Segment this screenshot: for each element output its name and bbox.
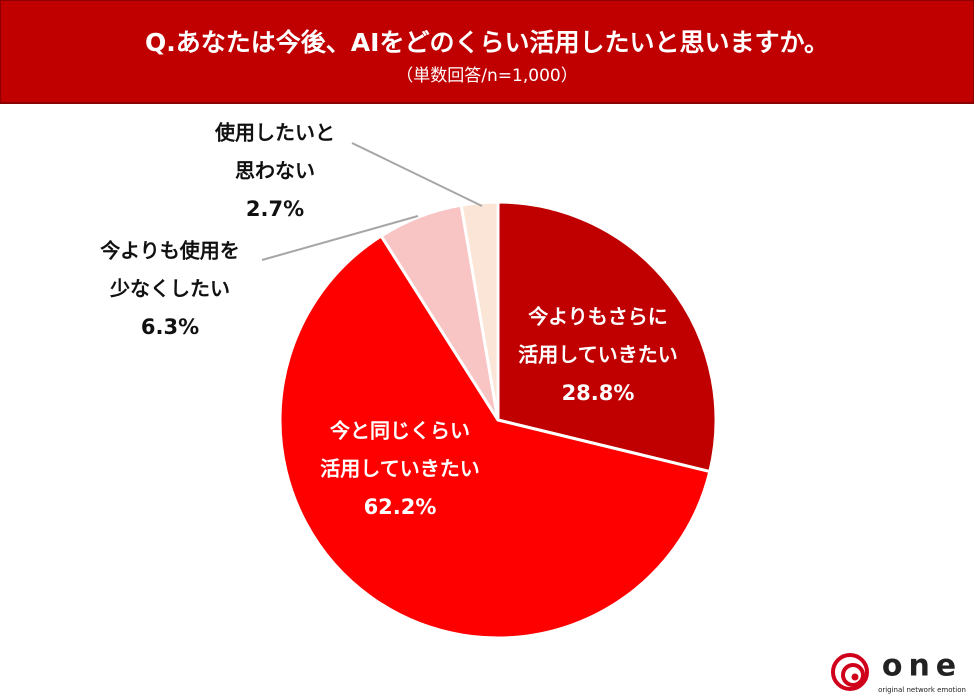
chart-title: Q.あなたは今後、AIをどのくらい活用したいと思いますか。 [145, 28, 829, 57]
slice-label: 少なくしたい [109, 277, 230, 301]
value-label: 62.2% [364, 495, 437, 519]
slice-label: 活用していきたい [320, 457, 479, 481]
logo-text: one [882, 649, 962, 684]
leader-line [261, 215, 419, 261]
logo-ring [841, 663, 865, 687]
slice-label: 今よりも使用を [100, 239, 240, 263]
leader-line [351, 142, 483, 207]
slice-label: 使用したいと [214, 121, 335, 145]
slice-label: 今と同じくらい [330, 419, 470, 443]
slice-label: 思わない [235, 159, 315, 183]
value-label: 28.8% [562, 381, 635, 405]
slice-label: 今よりもさらに [528, 305, 668, 329]
logo-ring [831, 653, 869, 691]
pie-slice [496, 200, 718, 474]
value-label: 2.7% [246, 197, 304, 221]
slice-label: 活用していきたい [518, 343, 677, 367]
logo-tagline: original network emotion [878, 686, 966, 694]
header-band [0, 0, 974, 104]
pie-slice [278, 233, 712, 640]
logo: one original network emotion [831, 649, 966, 694]
value-label: 6.3% [141, 315, 199, 339]
chart-subtitle: （単数回答/n=1,000） [396, 66, 577, 86]
pie-slice [459, 200, 500, 421]
logo-dot [851, 673, 859, 681]
